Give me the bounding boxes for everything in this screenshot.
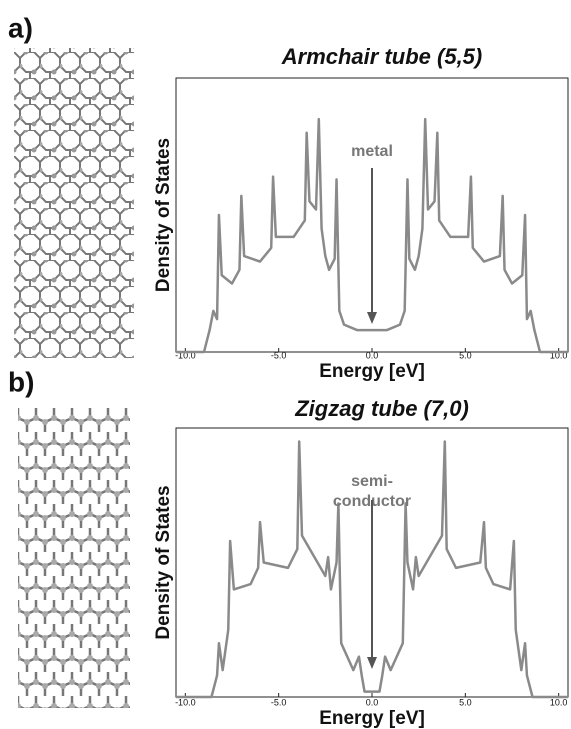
tube-armchair (14, 48, 134, 358)
arrow-head (367, 657, 377, 669)
x-tick-label: 0.0 (366, 697, 379, 707)
y-axis-label: Density of States (153, 138, 174, 292)
panel-label: b) (8, 366, 34, 397)
y-axis-label: Density of States (153, 485, 174, 639)
x-tick-label: 10.0 (550, 697, 568, 707)
panel-label: a) (8, 12, 33, 43)
chart-title: Armchair tube (5,5) (281, 44, 483, 69)
x-tick-label: 5.0 (459, 697, 472, 707)
tube-zigzag (18, 408, 130, 708)
arrow-head (367, 312, 377, 324)
x-axis-label: Energy [eV] (319, 361, 425, 382)
x-tick-label: -5.0 (271, 697, 287, 707)
x-tick-label: 5.0 (459, 350, 472, 360)
chart-title: Zigzag tube (7,0) (294, 396, 469, 421)
x-tick-label: 0.0 (366, 350, 379, 360)
x-tick-label: -10.0 (175, 697, 196, 707)
x-tick-label: -5.0 (271, 350, 287, 360)
x-axis-label: Energy [eV] (319, 708, 425, 729)
annotation: semi- (351, 473, 393, 490)
annotation: metal (351, 143, 393, 160)
figure: a) Armchair tube (5,5) Energy [eV] Density … (0, 0, 571, 729)
